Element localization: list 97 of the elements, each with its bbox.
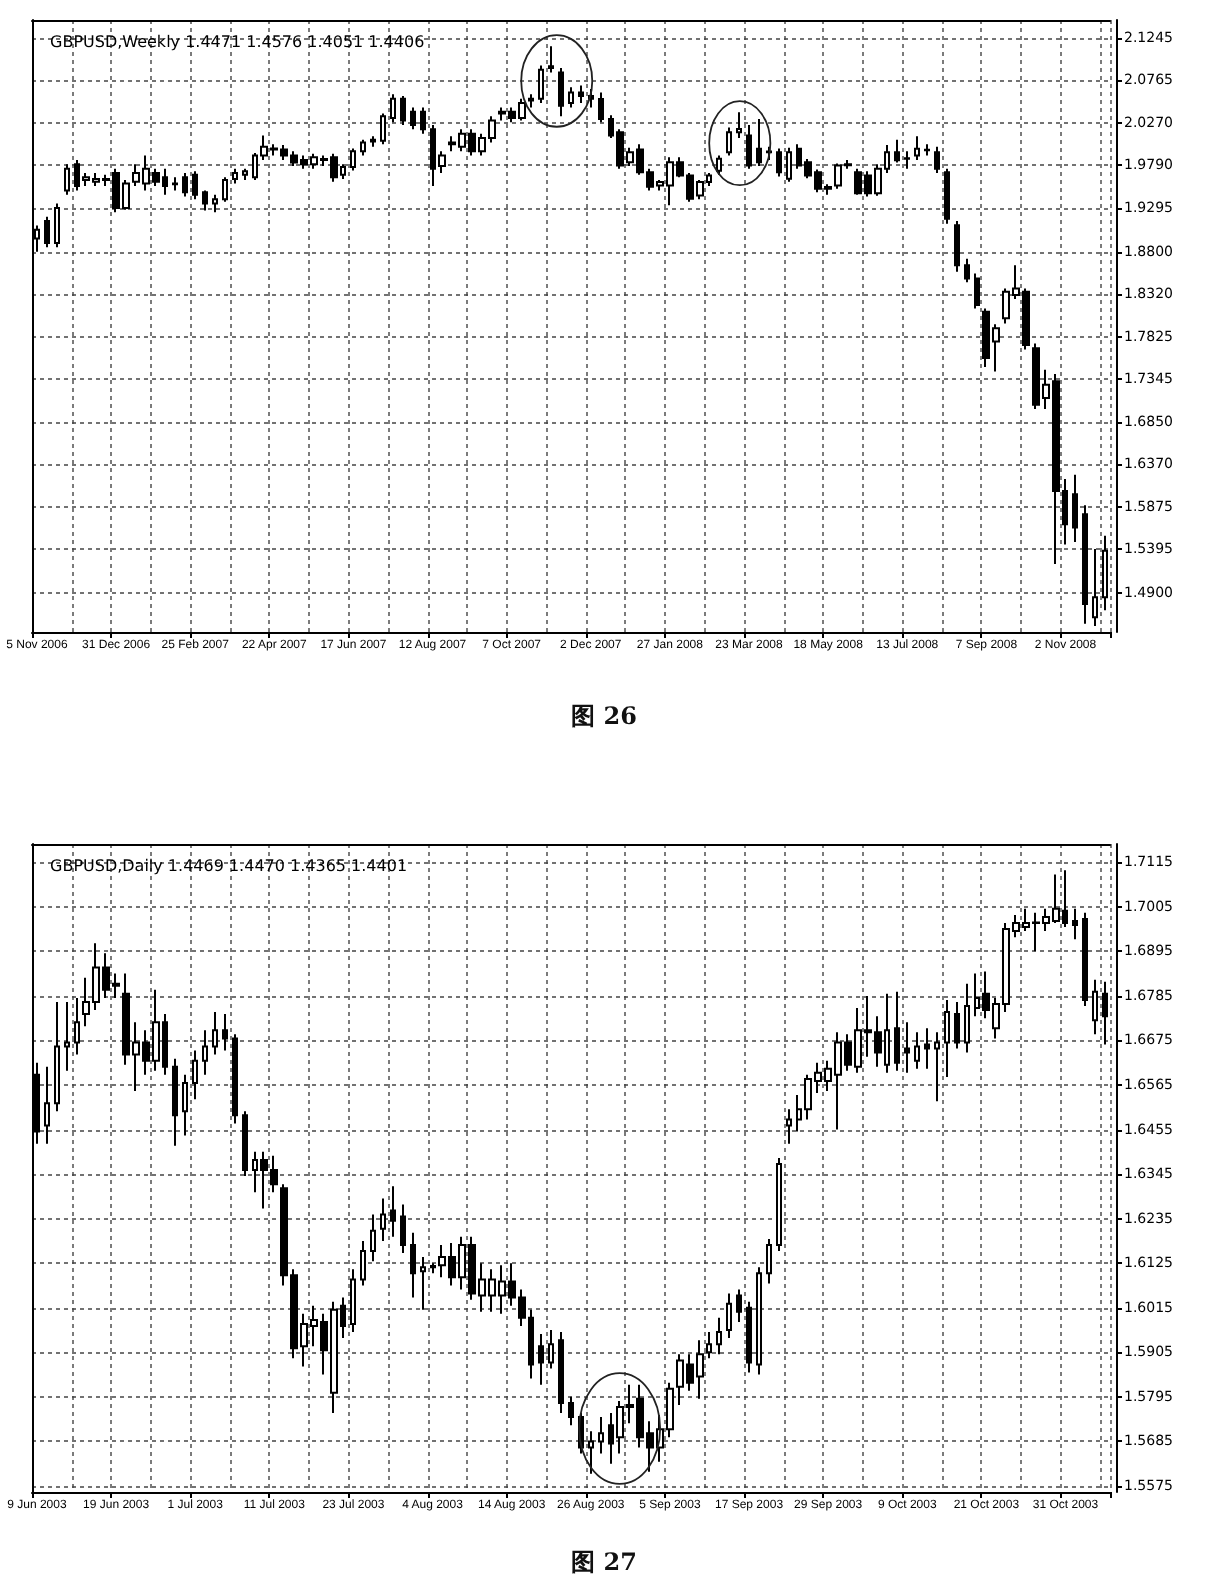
candlestick: [736, 1288, 742, 1323]
candlestick: [370, 1213, 376, 1263]
candlestick: [242, 167, 248, 181]
candlestick: [558, 67, 564, 118]
candlestick: [716, 1316, 722, 1356]
candlestick: [410, 106, 416, 131]
candlestick: [558, 1331, 564, 1415]
candlestick: [64, 1000, 70, 1072]
candlestick: [350, 147, 356, 172]
candlestick: [548, 1329, 554, 1370]
candlestick: [934, 145, 940, 174]
candlestick: [568, 86, 574, 109]
candlestick: [242, 1110, 248, 1178]
candlestick: [370, 135, 376, 148]
candlestick: [954, 220, 960, 273]
candlestick: [894, 138, 900, 164]
candlestick: [44, 215, 50, 249]
candlestick: [588, 1430, 594, 1475]
candlestick: [716, 154, 722, 176]
candlestick: [222, 176, 228, 203]
text: GBPUSD,Daily 1.4469 1.4470 1.4365 1.4401: [50, 857, 408, 875]
candlestick: [420, 106, 426, 135]
candlestick: [212, 1011, 218, 1056]
candlestick: [232, 1033, 238, 1125]
candlestick: [904, 150, 910, 170]
candlestick: [192, 1049, 198, 1101]
candlestick: [528, 93, 534, 109]
candlestick: [1102, 980, 1108, 1046]
candlestick: [410, 1231, 416, 1299]
candlestick: [924, 1027, 930, 1070]
candlestick: [914, 1031, 920, 1070]
candlestick: [1072, 473, 1078, 543]
candlestick: [350, 1268, 356, 1334]
candlestick: [172, 1057, 178, 1147]
candlestick: [202, 1029, 208, 1076]
candlestick: [746, 123, 752, 170]
candlestick: [54, 1000, 60, 1113]
candlestick: [1082, 504, 1088, 625]
candlestick: [360, 1239, 366, 1287]
candlestick: [776, 147, 782, 178]
candlestick: [726, 1292, 732, 1340]
candlestick: [400, 95, 406, 126]
candlestick: [400, 1203, 406, 1255]
candlestick: [598, 91, 604, 124]
candlestick: [192, 170, 198, 201]
text: GBPUSD,Weekly 1.4471 1.4576 1.4051 1.4406: [50, 33, 425, 51]
candlestick: [786, 146, 792, 183]
candlestick: [578, 84, 584, 105]
candlestick: [390, 93, 396, 124]
candlestick: [222, 1013, 228, 1052]
candlestick: [420, 1256, 426, 1311]
candlestick: [1102, 534, 1108, 612]
candlestick: [736, 111, 742, 140]
candlestick: [964, 257, 970, 284]
caption: 图 26: [569, 700, 639, 734]
candlestick: [1092, 547, 1098, 627]
candlestick: [944, 167, 950, 225]
candlestick: [924, 143, 930, 157]
candlestick: [776, 1156, 782, 1253]
candlestick: [538, 1333, 544, 1386]
candlestick: [390, 1185, 396, 1238]
candlestick: [360, 138, 366, 157]
candlestick: [64, 163, 70, 196]
caption: 图 27: [569, 1546, 639, 1580]
candlestick: [944, 998, 950, 1078]
candlestick: [232, 167, 238, 185]
candlestick: [182, 1073, 188, 1137]
candlestick: [598, 1416, 604, 1455]
candlestick: [1082, 911, 1088, 1007]
candlestick: [568, 1395, 574, 1427]
candlestick: [182, 172, 188, 198]
candlestick: [954, 1000, 960, 1050]
candlestick: [726, 126, 732, 157]
candlestick: [964, 982, 970, 1054]
candlestick: [1072, 907, 1078, 941]
candlestick: [904, 1021, 910, 1074]
candlestick: [756, 117, 762, 168]
candlestick: [212, 193, 218, 214]
candlestick: [974, 272, 980, 310]
candlestick: [380, 1197, 386, 1242]
candlestick: [548, 45, 554, 74]
candlestick: [54, 202, 60, 249]
candlestick: [746, 1300, 752, 1374]
candlestick: [914, 135, 920, 161]
candlestick: [202, 189, 208, 212]
candlestick: [538, 64, 544, 105]
candlestick: [766, 1237, 772, 1285]
candlestick: [172, 176, 178, 192]
candlestick: [756, 1266, 762, 1376]
candlestick: [934, 1031, 940, 1103]
candlestick: [44, 1065, 50, 1145]
candlestick: [706, 1331, 712, 1360]
candlestick: [894, 990, 900, 1072]
candlestick: [786, 1108, 792, 1145]
candlestick: [380, 112, 386, 146]
candlestick: [74, 996, 80, 1056]
candlestick: [1092, 978, 1098, 1036]
